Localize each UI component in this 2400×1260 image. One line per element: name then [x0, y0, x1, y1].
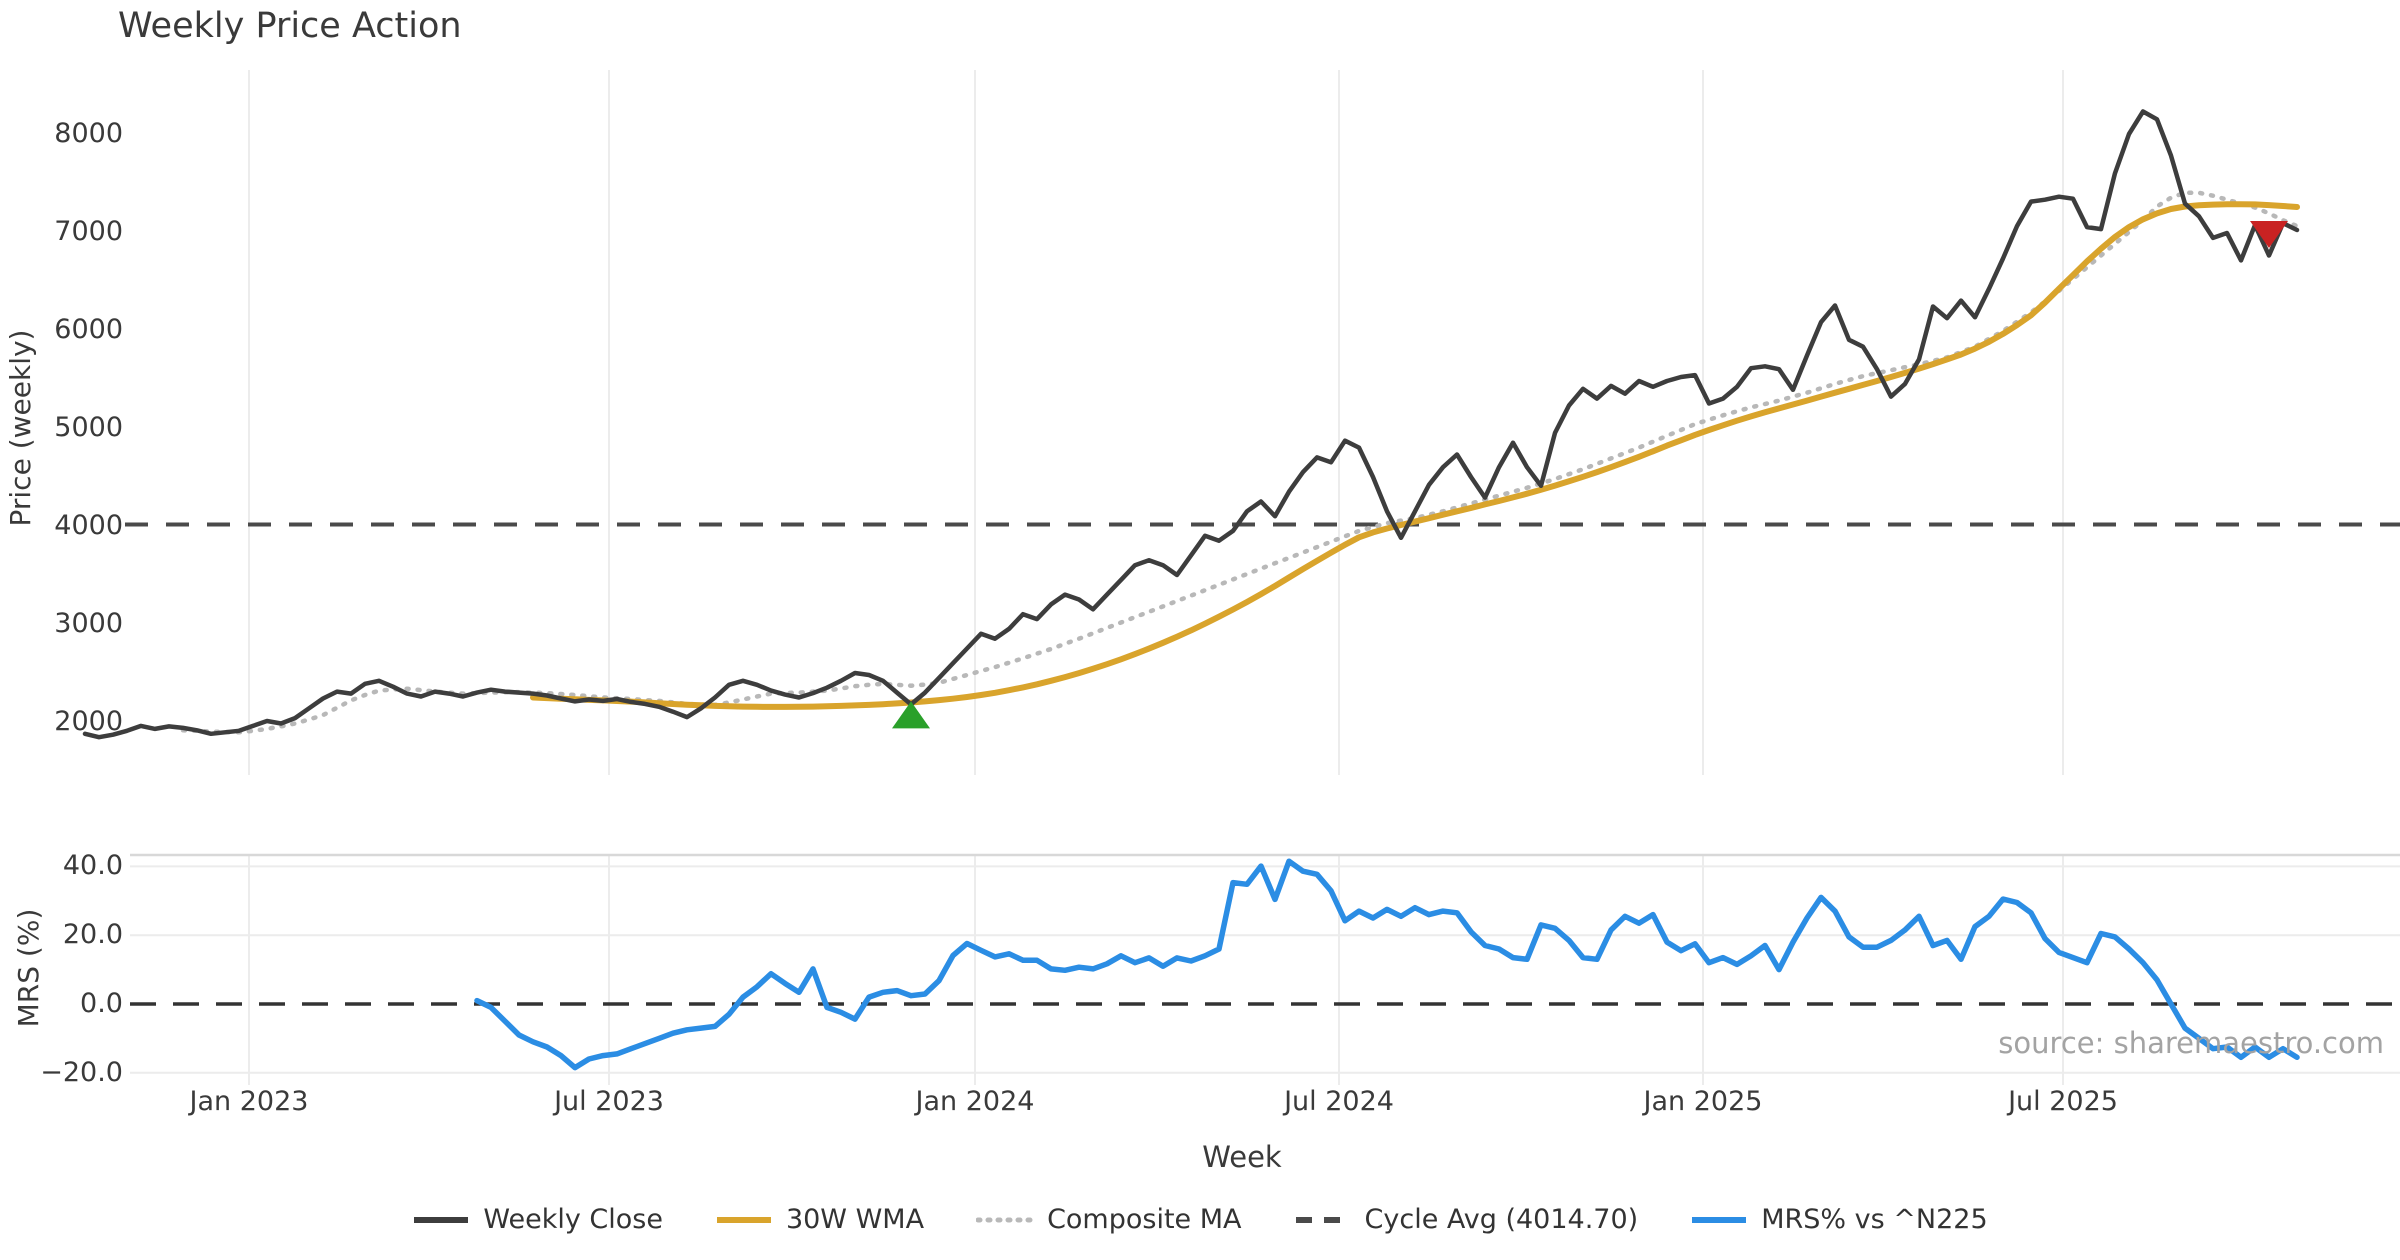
legend-label: MRS% vs ^N225 — [1761, 1204, 1988, 1235]
legend-label: Composite MA — [1047, 1204, 1242, 1235]
legend-swatch-dashed — [1295, 1216, 1350, 1223]
mrs-tick-label: −20.0 — [40, 1056, 123, 1088]
composite-ma-line — [180, 190, 2300, 735]
mrs-tick-label: 20.0 — [62, 919, 123, 951]
price-tick-label: 4000 — [54, 510, 123, 541]
legend-swatch-dotted — [976, 1217, 1035, 1222]
x-tick-label: Jan 2025 — [1643, 1086, 1763, 1117]
x-tick-label: Jan 2024 — [915, 1086, 1035, 1117]
x-tick-label: Jul 2025 — [2008, 1086, 2118, 1117]
legend-item: Composite MA — [976, 1204, 1242, 1235]
x-axis-label: Week — [1202, 1140, 1282, 1174]
legend-label: Cycle Avg (4014.70) — [1364, 1204, 1639, 1235]
mrs-tick-label: 40.0 — [62, 850, 123, 882]
price-tick-label: 2000 — [54, 706, 123, 737]
x-tick-label: Jul 2024 — [1284, 1086, 1394, 1117]
x-tick-label: Jul 2023 — [554, 1086, 664, 1117]
legend-item: Cycle Avg (4014.70) — [1294, 1204, 1639, 1235]
legend-label: Weekly Close — [483, 1204, 663, 1235]
legend-swatch-solid — [1692, 1216, 1747, 1223]
mrs-line — [474, 858, 2300, 1071]
legend-label: 30W WMA — [785, 1204, 925, 1235]
chart-title: Weekly Price Action — [118, 6, 462, 46]
price-tick-label: 5000 — [54, 412, 123, 443]
price-tick-label: 3000 — [54, 608, 123, 639]
source-credit: source: sharemaestro.com — [1998, 1026, 2384, 1060]
weekly-close-line — [82, 109, 2300, 740]
price-tick-label: 6000 — [54, 314, 123, 345]
buy-signal-marker — [892, 701, 930, 729]
legend-item: 30W WMA — [715, 1204, 924, 1235]
legend-swatch-solid — [414, 1216, 469, 1223]
sell-signal-marker — [2250, 221, 2288, 248]
mrs-tick-label: 0.0 — [80, 988, 123, 1019]
legend-swatch-solid — [716, 1216, 771, 1223]
price-tick-label: 8000 — [54, 118, 123, 149]
legend-item: MRS% vs ^N225 — [1690, 1204, 1988, 1235]
legend: Weekly Close 30W WMA Composite MA Cycle Avg… — [0, 1204, 2400, 1235]
wma-30w-line — [530, 201, 2300, 710]
price-tick-label: 7000 — [54, 216, 123, 247]
legend-item: Weekly Close — [412, 1204, 663, 1235]
x-tick-label: Jan 2023 — [189, 1086, 309, 1117]
